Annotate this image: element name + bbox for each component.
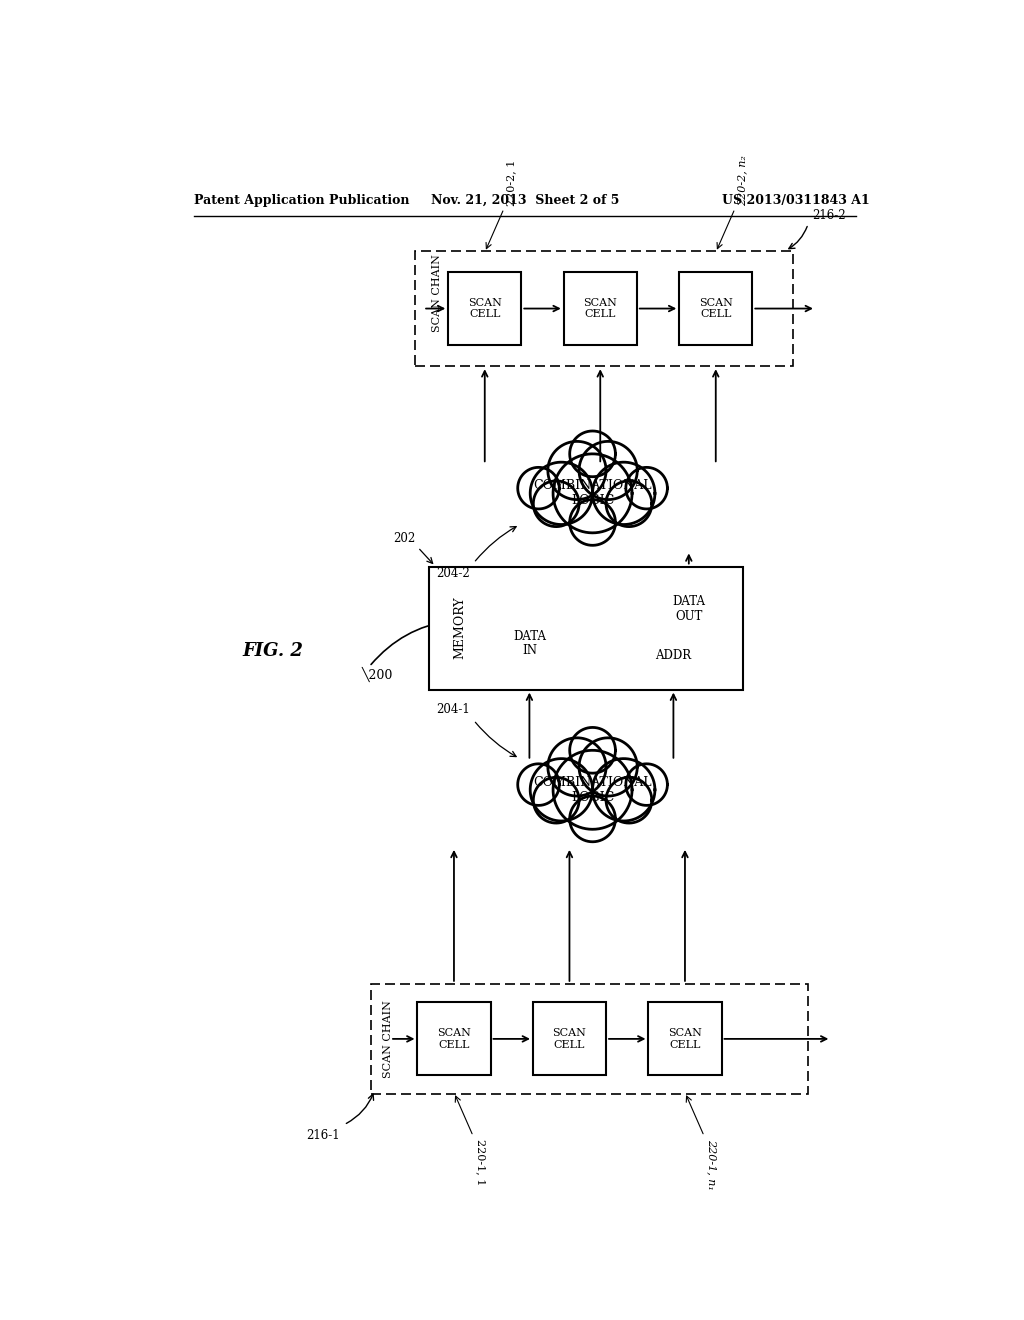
Text: SCAN CHAIN: SCAN CHAIN	[383, 1001, 393, 1078]
Text: Nov. 21, 2013  Sheet 2 of 5: Nov. 21, 2013 Sheet 2 of 5	[431, 194, 618, 207]
Text: SCAN
CELL: SCAN CELL	[437, 1028, 471, 1049]
Circle shape	[593, 759, 655, 821]
Circle shape	[606, 777, 652, 824]
Circle shape	[569, 796, 615, 842]
Text: 220-2, n₂: 220-2, n₂	[737, 156, 748, 206]
Bar	[416, 251, 793, 367]
Text: MEMORY: MEMORY	[454, 597, 467, 660]
Text: Patent Application Publication: Patent Application Publication	[194, 194, 410, 207]
Text: FIG. 2: FIG. 2	[243, 643, 303, 660]
Text: SCAN
CELL: SCAN CELL	[698, 298, 733, 319]
Bar	[429, 566, 742, 689]
Bar	[563, 272, 637, 345]
Circle shape	[548, 441, 606, 499]
Text: US 2013/0311843 A1: US 2013/0311843 A1	[722, 194, 869, 207]
Bar	[371, 983, 808, 1094]
Text: SCAN
CELL: SCAN CELL	[668, 1028, 701, 1049]
Circle shape	[593, 462, 655, 524]
Bar	[532, 1002, 606, 1076]
Text: COMBINATIONAL
LOGIC: COMBINATIONAL LOGIC	[534, 776, 652, 804]
Bar	[679, 272, 753, 345]
Text: DATA
OUT: DATA OUT	[673, 595, 706, 623]
Circle shape	[553, 750, 632, 829]
Text: 216-2: 216-2	[812, 209, 846, 222]
Circle shape	[518, 467, 559, 510]
Text: ╲200: ╲200	[361, 667, 393, 682]
Text: COMBINATIONAL
LOGIC: COMBINATIONAL LOGIC	[534, 479, 652, 507]
Bar	[449, 272, 521, 345]
Text: SCAN
CELL: SCAN CELL	[584, 298, 617, 319]
Circle shape	[626, 467, 668, 510]
Circle shape	[534, 480, 579, 527]
Circle shape	[626, 764, 668, 805]
Text: 204-1: 204-1	[436, 704, 470, 717]
Circle shape	[530, 462, 593, 524]
Circle shape	[569, 727, 615, 774]
Bar	[648, 1002, 722, 1076]
Circle shape	[569, 499, 615, 545]
Circle shape	[530, 759, 593, 821]
Circle shape	[569, 432, 615, 477]
Text: 216-1: 216-1	[306, 1129, 340, 1142]
Bar	[418, 1002, 490, 1076]
Text: 220-1, n₁: 220-1, n₁	[707, 1139, 717, 1189]
Text: 220-2, 1: 220-2, 1	[506, 160, 516, 206]
Text: SCAN
CELL: SCAN CELL	[553, 1028, 587, 1049]
Text: 204-2: 204-2	[436, 566, 470, 579]
Text: 202: 202	[393, 532, 416, 545]
Circle shape	[548, 738, 606, 796]
Circle shape	[534, 777, 579, 824]
Circle shape	[579, 738, 637, 796]
Text: SCAN
CELL: SCAN CELL	[468, 298, 502, 319]
Circle shape	[518, 764, 559, 805]
Text: ADDR: ADDR	[655, 648, 691, 661]
Circle shape	[579, 441, 637, 499]
Text: 220-1, 1: 220-1, 1	[475, 1139, 485, 1185]
Circle shape	[553, 454, 632, 533]
Circle shape	[606, 480, 652, 527]
Text: SCAN CHAIN: SCAN CHAIN	[432, 255, 442, 333]
Text: DATA
IN: DATA IN	[513, 630, 546, 657]
